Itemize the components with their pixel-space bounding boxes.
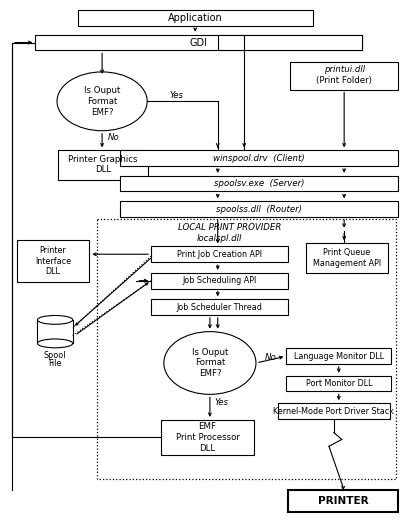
FancyBboxPatch shape (151, 273, 288, 288)
Text: Printer Graphics: Printer Graphics (68, 154, 137, 163)
Text: EMF: EMF (198, 422, 216, 431)
Text: DLL: DLL (45, 267, 61, 276)
Text: File: File (48, 360, 62, 369)
FancyBboxPatch shape (285, 376, 390, 391)
FancyBboxPatch shape (217, 35, 361, 50)
Text: GDI: GDI (189, 38, 207, 48)
Text: Kernel-Mode Port Driver Stack: Kernel-Mode Port Driver Stack (273, 406, 393, 415)
FancyBboxPatch shape (285, 348, 390, 364)
Text: Yes: Yes (169, 91, 183, 100)
Text: (Print Folder): (Print Folder) (315, 76, 371, 85)
FancyBboxPatch shape (77, 10, 312, 26)
Text: Printer: Printer (40, 246, 66, 255)
Text: EMF?: EMF? (198, 369, 220, 378)
Text: Print Job Creation API: Print Job Creation API (177, 250, 262, 259)
Text: Is Ouput: Is Ouput (84, 86, 120, 95)
FancyBboxPatch shape (119, 176, 397, 191)
Text: Format: Format (87, 97, 117, 106)
Text: Job Scheduling API: Job Scheduling API (182, 276, 256, 285)
FancyBboxPatch shape (277, 403, 389, 419)
FancyBboxPatch shape (151, 299, 288, 315)
Text: Application: Application (167, 13, 222, 23)
FancyBboxPatch shape (17, 241, 89, 281)
Text: DLL: DLL (95, 166, 111, 175)
Text: No: No (108, 133, 119, 142)
Text: Spool: Spool (44, 351, 66, 360)
Text: Port Monitor DLL: Port Monitor DLL (305, 379, 371, 388)
Text: No: No (264, 353, 276, 362)
Ellipse shape (37, 339, 72, 348)
Text: LOCAL PRINT PROVIDER: LOCAL PRINT PROVIDER (178, 223, 281, 232)
Text: winspool.drv  (Client): winspool.drv (Client) (213, 153, 304, 163)
Text: Is Ouput: Is Ouput (191, 348, 227, 357)
Text: Interface: Interface (35, 257, 71, 266)
Text: Print Processor: Print Processor (175, 433, 239, 442)
Text: PRINTER: PRINTER (317, 496, 368, 506)
Text: Print Queue: Print Queue (323, 248, 370, 257)
Text: spoolss.dll  (Router): spoolss.dll (Router) (216, 205, 301, 214)
Text: Format: Format (194, 359, 225, 368)
FancyBboxPatch shape (58, 150, 148, 180)
Text: printui.dll: printui.dll (323, 66, 364, 75)
FancyBboxPatch shape (151, 247, 288, 262)
Text: localspl.dll: localspl.dll (197, 234, 242, 243)
Text: spoolsv.exe  (Server): spoolsv.exe (Server) (213, 179, 303, 188)
FancyBboxPatch shape (305, 243, 387, 273)
FancyBboxPatch shape (35, 35, 361, 50)
Text: Yes: Yes (214, 398, 228, 407)
FancyBboxPatch shape (119, 202, 397, 217)
FancyBboxPatch shape (97, 219, 395, 479)
FancyBboxPatch shape (290, 62, 397, 89)
Text: Management API: Management API (312, 259, 380, 268)
Ellipse shape (164, 332, 255, 394)
FancyBboxPatch shape (288, 490, 397, 512)
FancyBboxPatch shape (37, 320, 72, 343)
FancyBboxPatch shape (160, 420, 254, 455)
Text: DLL: DLL (199, 444, 215, 453)
Ellipse shape (37, 315, 72, 324)
Text: EMF?: EMF? (91, 107, 113, 116)
Text: Language Monitor DLL: Language Monitor DLL (293, 352, 383, 361)
FancyBboxPatch shape (119, 150, 397, 166)
Text: Job Scheduler Thread: Job Scheduler Thread (176, 303, 262, 312)
Ellipse shape (57, 72, 147, 131)
